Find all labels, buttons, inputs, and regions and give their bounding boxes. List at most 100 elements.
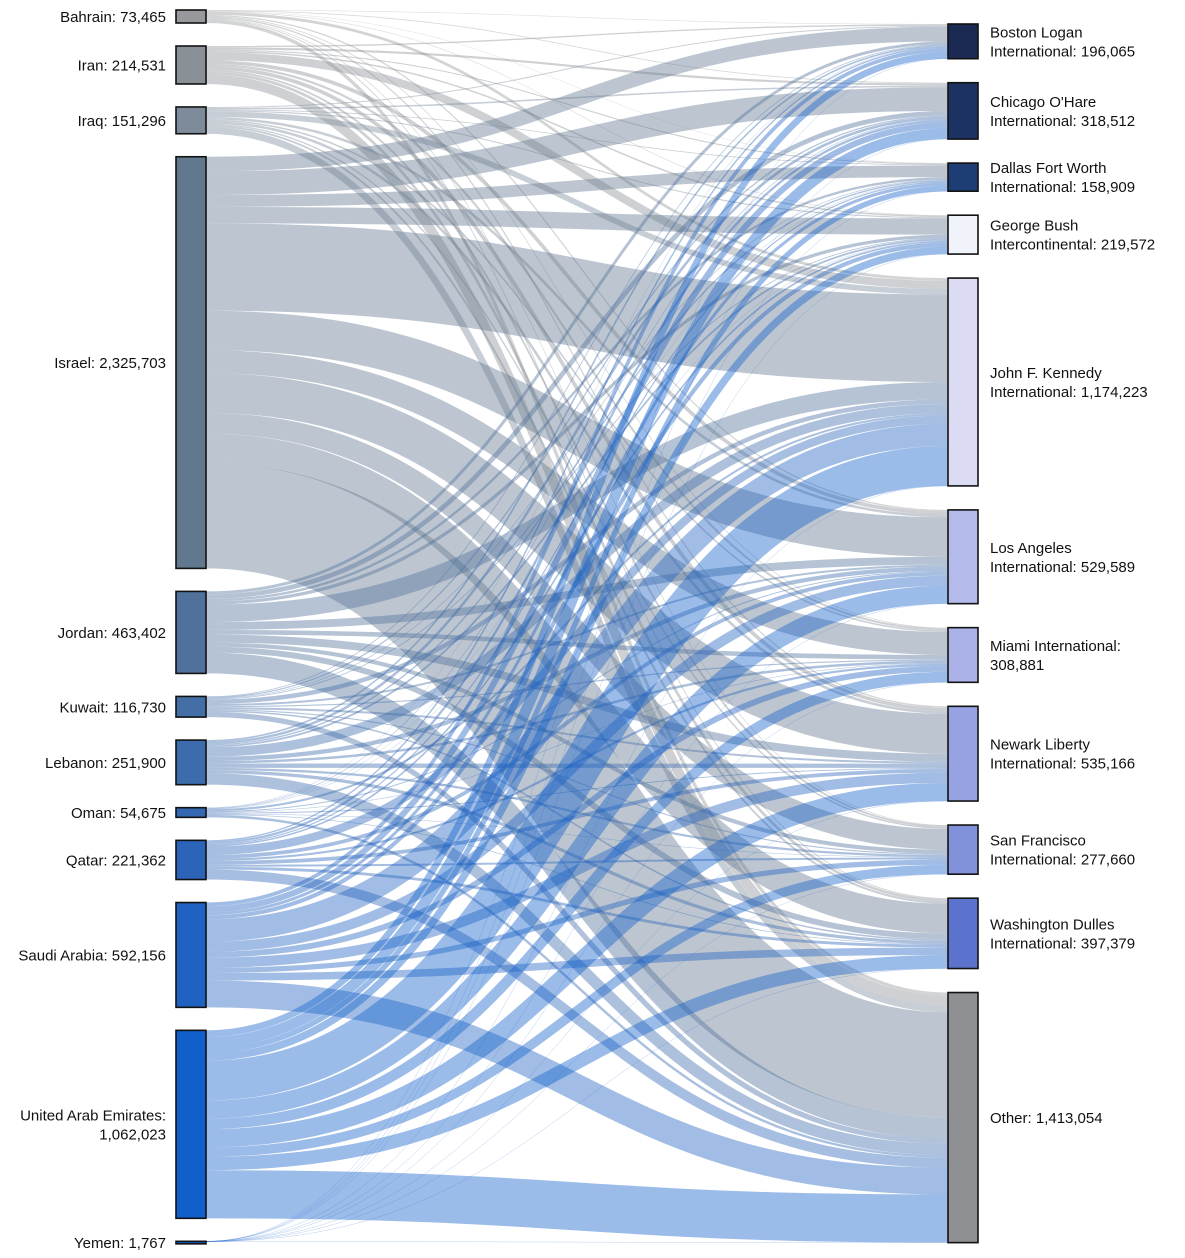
flow-lebanon-chicago: [205, 116, 949, 745]
flow-lebanon-other: [205, 773, 949, 1156]
flow-kuwait-george-bush: [205, 237, 949, 700]
flow-bahrain-chicago: [205, 10, 949, 84]
flow-bahrain-george-bush: [205, 11, 949, 216]
source-label-israel: Israel: 2,325,703: [54, 355, 166, 372]
flow-kuwait-other: [205, 711, 949, 1144]
flow-iran-newark: [205, 65, 949, 712]
source-node-iraq: [175, 106, 207, 135]
flow-uae-dulles: [205, 954, 949, 1171]
flow-kuwait-dulles: [205, 710, 949, 941]
target-label-dulles: Washington Dulles International: 397,379: [990, 916, 1135, 952]
flow-uae-jfk: [205, 445, 949, 1101]
flow-bahrain-boston: [205, 10, 949, 25]
flow-uae-los-angeles: [205, 585, 949, 1119]
flow-lebanon-miami: [205, 660, 949, 764]
flow-israel-los-angeles: [205, 310, 949, 557]
flow-qatar-san-francisco: [205, 857, 949, 867]
flow-iraq-other: [205, 126, 949, 1013]
flow-lebanon-dulles: [205, 770, 949, 944]
source-node-bahrain: [175, 9, 207, 24]
flow-israel-boston: [205, 26, 949, 172]
flow-bahrain-los-angeles: [205, 14, 949, 512]
flow-kuwait-chicago: [205, 115, 949, 699]
flow-bahrain-miami: [205, 16, 949, 629]
flow-qatar-chicago: [205, 119, 949, 844]
flow-iran-george-bush: [205, 50, 949, 218]
flow-lebanon-jfk: [205, 403, 949, 757]
flow-qatar-george-bush: [205, 240, 949, 847]
flow-iraq-chicago: [205, 85, 949, 110]
flow-kuwait-newark: [205, 707, 949, 764]
flow-iraq-newark: [205, 121, 949, 714]
flow-israel-dallas: [205, 165, 949, 207]
source-label-lebanon: Lebanon: 251,900: [45, 755, 166, 772]
flow-saudi-arabia-dulles: [205, 947, 949, 981]
source-label-jordan: Jordan: 463,402: [58, 625, 166, 642]
flow-saudi-arabia-jfk: [205, 423, 949, 942]
flow-iran-los-angeles: [205, 60, 949, 515]
flow-jordan-san-francisco: [205, 642, 949, 854]
flow-israel-george-bush: [205, 206, 949, 235]
flow-jordan-jfk: [205, 382, 949, 623]
source-label-iraq: Iraq: 151,296: [78, 113, 166, 130]
source-label-kuwait: Kuwait: 116,730: [60, 699, 166, 716]
target-node-boston: [947, 23, 979, 60]
flow-saudi-arabia-los-angeles: [205, 575, 949, 952]
source-label-bahrain: Bahrain: 73,465: [60, 9, 166, 26]
source-label-qatar: Qatar: 221,362: [66, 852, 166, 869]
flow-qatar-dallas: [205, 181, 949, 846]
target-label-san-francisco: San Francisco International: 277,660: [990, 833, 1135, 869]
target-node-newark: [947, 705, 979, 802]
flow-iran-dulles: [205, 71, 949, 902]
flow-uae-other: [205, 1170, 949, 1243]
flow-iraq-dallas: [205, 109, 949, 166]
flow-lebanon-los-angeles: [205, 566, 949, 762]
flow-yemen-san-francisco: [205, 874, 949, 1242]
flow-yemen-other: [205, 1241, 949, 1243]
source-node-uae: [175, 1029, 207, 1220]
target-node-chicago: [947, 81, 979, 140]
flow-saudi-arabia-newark: [205, 772, 949, 968]
flow-bahrain-other: [205, 19, 949, 996]
flow-kuwait-los-angeles: [205, 564, 949, 707]
flow-iran-chicago: [205, 47, 949, 86]
flow-lebanon-george-bush: [205, 238, 949, 748]
flow-kuwait-boston: [205, 44, 949, 698]
source-node-jordan: [175, 590, 207, 675]
source-node-yemen: [175, 1240, 207, 1245]
flow-oman-jfk: [205, 413, 949, 812]
target-node-george-bush: [947, 214, 979, 255]
flow-iran-san-francisco: [205, 69, 949, 828]
flow-saudi-arabia-miami: [205, 665, 949, 958]
flow-uae-dallas: [205, 185, 949, 1054]
flow-iran-other: [205, 74, 949, 1006]
flow-bahrain-jfk: [205, 12, 949, 281]
target-node-los-angeles: [947, 509, 979, 605]
flow-oman-newark: [205, 767, 949, 814]
flow-yemen-jfk: [205, 485, 949, 1242]
target-node-miami: [947, 626, 979, 684]
source-label-iran: Iran: 214,531: [78, 57, 166, 74]
target-label-jfk: John F. Kennedy International: 1,174,223: [990, 365, 1148, 401]
target-node-jfk: [947, 277, 979, 487]
flow-kuwait-san-francisco: [205, 709, 949, 855]
flow-saudi-arabia-dallas: [205, 182, 949, 916]
flow-saudi-arabia-san-francisco: [205, 859, 949, 974]
flow-jordan-dulles: [205, 646, 949, 940]
flow-iran-boston: [205, 24, 949, 48]
flow-qatar-miami: [205, 663, 949, 861]
flow-iraq-dulles: [205, 124, 949, 904]
source-label-uae: United Arab Emirates: 1,062,023: [20, 1107, 166, 1143]
flow-jordan-chicago: [205, 110, 949, 600]
flow-qatar-newark: [205, 768, 949, 865]
target-label-other: Other: 1,413,054: [990, 1110, 1103, 1127]
flow-oman-dulles: [205, 814, 949, 945]
flow-qatar-dulles: [205, 866, 949, 948]
flow-oman-chicago: [205, 119, 949, 809]
flow-iraq-boston: [205, 25, 949, 108]
flow-iraq-jfk: [205, 111, 949, 295]
flow-iran-miami: [205, 63, 949, 631]
source-node-iran: [175, 45, 207, 85]
flow-bahrain-san-francisco: [205, 18, 949, 826]
target-label-newark: Newark Liberty International: 535,166: [990, 737, 1135, 773]
